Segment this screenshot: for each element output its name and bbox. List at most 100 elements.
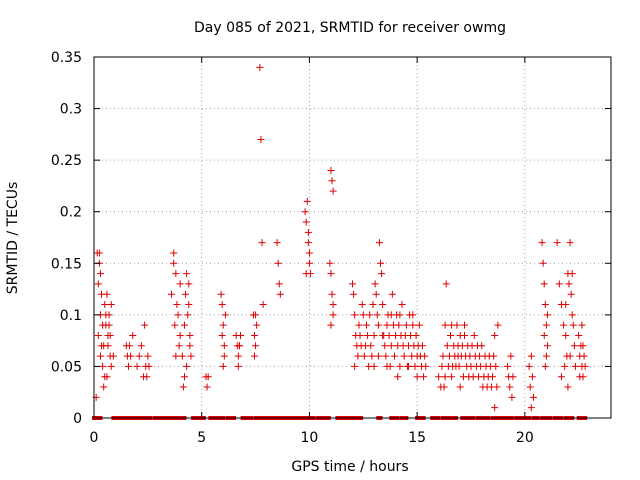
data-point <box>256 63 264 71</box>
data-point <box>372 290 380 298</box>
data-point <box>371 280 379 288</box>
x-axis-label: GPS time / hours <box>291 459 408 475</box>
data-point <box>349 280 356 288</box>
data-point <box>204 373 212 381</box>
data-point <box>182 290 190 298</box>
data-point <box>183 270 191 278</box>
data-point <box>250 331 258 339</box>
grid-lines <box>94 57 611 418</box>
data-point <box>218 331 226 339</box>
data-point <box>327 321 335 329</box>
data-point <box>183 362 191 370</box>
data-point <box>396 362 404 370</box>
y-tick-label: 0.2 <box>60 205 82 221</box>
data-point <box>394 373 402 381</box>
data-point <box>305 249 313 257</box>
data-point <box>575 331 583 339</box>
data-point <box>356 331 364 339</box>
data-point <box>411 362 419 370</box>
data-point <box>542 321 550 329</box>
data-point <box>541 301 549 309</box>
data-point <box>235 342 243 350</box>
data-point <box>328 290 336 298</box>
data-point <box>506 383 514 391</box>
data-point <box>102 311 110 319</box>
data-point <box>135 352 143 360</box>
data-point <box>405 362 413 370</box>
data-point <box>258 239 266 247</box>
data-point <box>400 352 408 360</box>
data-point <box>186 342 194 350</box>
data-point <box>360 352 368 360</box>
y-tick-label: 0.35 <box>51 50 82 66</box>
data-point <box>565 280 573 288</box>
data-point <box>539 259 547 267</box>
data-point <box>107 301 115 309</box>
data-point <box>107 362 115 370</box>
data-point <box>367 342 375 350</box>
data-point <box>541 362 549 370</box>
data-point <box>358 301 366 309</box>
data-point <box>351 311 359 319</box>
data-point <box>180 321 188 329</box>
data-point <box>447 331 455 339</box>
data-point <box>435 373 443 381</box>
data-point <box>252 342 260 350</box>
data-point <box>273 239 281 247</box>
data-point <box>176 280 184 288</box>
data-point <box>180 373 188 381</box>
data-point <box>421 352 429 360</box>
data-point <box>526 383 534 391</box>
data-point <box>168 290 176 298</box>
data-point <box>304 239 312 247</box>
data-point <box>126 342 134 350</box>
data-point <box>301 208 309 216</box>
data-point <box>373 311 381 319</box>
data-point <box>363 321 371 329</box>
data-point <box>419 342 427 350</box>
data-point <box>219 362 227 370</box>
data-point <box>507 352 515 360</box>
data-point <box>305 259 313 267</box>
data-point <box>396 311 404 319</box>
data-point <box>478 342 486 350</box>
data-point <box>528 373 536 381</box>
data-point <box>274 259 282 267</box>
data-point <box>568 311 576 319</box>
y-tick-label: 0.05 <box>51 359 82 375</box>
x-tick-labels: 0 5 10 15 20 <box>90 430 534 446</box>
data-point <box>374 352 382 360</box>
data-point <box>304 228 312 236</box>
data-point <box>560 321 568 329</box>
data-point <box>492 362 500 370</box>
data-point <box>461 331 469 339</box>
data-point <box>570 342 578 350</box>
data-point <box>104 342 112 350</box>
data-point <box>379 301 387 309</box>
data-point <box>456 383 464 391</box>
axis-ticks <box>93 56 611 419</box>
data-point <box>489 373 497 381</box>
x-tick-label: 15 <box>408 430 426 446</box>
data-point <box>174 311 182 319</box>
data-point <box>562 331 570 339</box>
data-point <box>529 393 537 401</box>
data-point <box>395 321 403 329</box>
data-point <box>370 362 378 370</box>
data-point <box>100 383 108 391</box>
data-point <box>329 187 337 195</box>
data-point <box>364 331 372 339</box>
y-tick-label: 0 <box>73 411 82 427</box>
data-point <box>409 321 417 329</box>
y-tick-label: 0.25 <box>51 153 82 169</box>
data-point <box>359 311 367 319</box>
data-point <box>443 342 451 350</box>
data-point <box>420 373 428 381</box>
data-point <box>170 249 178 257</box>
data-point <box>567 290 575 298</box>
y-axis-label: SRMTID / TECUs <box>5 182 21 295</box>
data-point <box>185 280 193 288</box>
data-point <box>493 383 501 391</box>
data-point <box>378 270 386 278</box>
